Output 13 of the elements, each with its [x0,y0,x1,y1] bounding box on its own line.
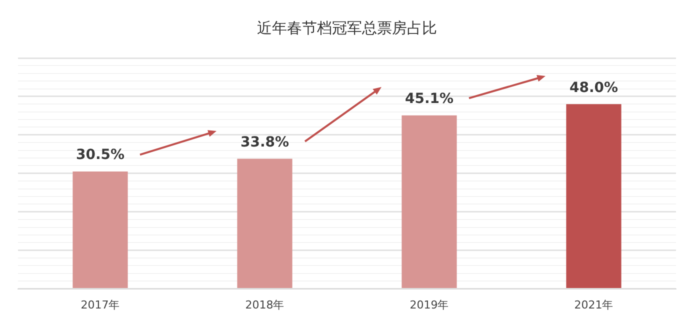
x-tick-label: 2019年 [410,298,449,312]
bar [237,158,292,288]
chart-title: 近年春节档冠军总票房占比 [257,18,437,37]
bar [402,115,457,288]
bar [566,104,622,288]
x-tick-label: 2018年 [245,298,284,312]
data-label: 45.1% [404,90,454,107]
data-label: 33.8% [240,134,290,150]
data-label: 30.5% [76,147,125,164]
x-tick-label: 2021年 [574,298,614,312]
x-tick-label: 2017年 [80,298,120,312]
data-label: 48.0% [569,80,618,96]
bar [72,171,128,288]
